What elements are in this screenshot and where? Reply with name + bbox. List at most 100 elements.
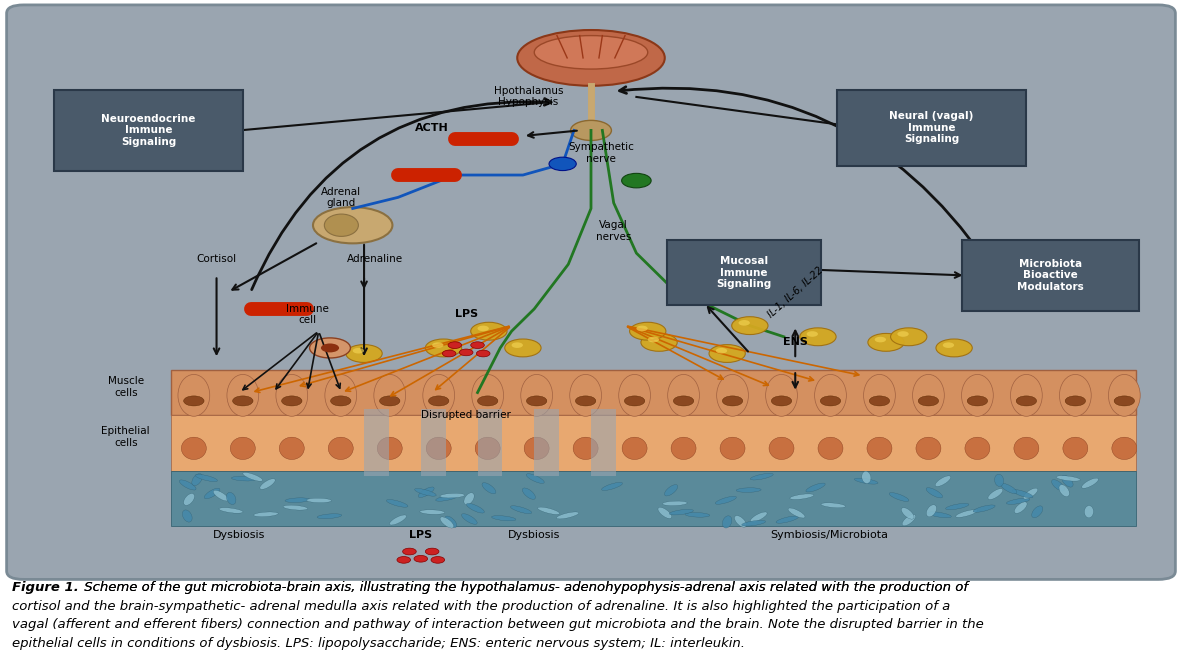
- Circle shape: [875, 337, 886, 343]
- Circle shape: [716, 348, 727, 353]
- Circle shape: [576, 396, 596, 406]
- Circle shape: [470, 342, 485, 349]
- Ellipse shape: [557, 512, 579, 519]
- Ellipse shape: [482, 483, 496, 494]
- Ellipse shape: [916, 437, 941, 459]
- Text: Scheme of the gut microbiota-brain axis, illustrating the hypothalamus- adenohyp: Scheme of the gut microbiota-brain axis,…: [80, 581, 968, 594]
- Ellipse shape: [1052, 479, 1065, 491]
- Circle shape: [897, 331, 909, 337]
- Ellipse shape: [570, 374, 602, 416]
- Ellipse shape: [526, 473, 544, 483]
- Ellipse shape: [1006, 498, 1030, 504]
- Ellipse shape: [195, 474, 217, 481]
- Circle shape: [433, 343, 443, 348]
- Circle shape: [478, 396, 498, 406]
- FancyBboxPatch shape: [667, 240, 821, 305]
- Ellipse shape: [1084, 505, 1093, 518]
- Ellipse shape: [669, 509, 694, 515]
- Ellipse shape: [751, 512, 767, 522]
- Circle shape: [512, 343, 522, 348]
- Ellipse shape: [377, 437, 402, 459]
- Ellipse shape: [1014, 502, 1027, 513]
- Text: Adrenal
gland: Adrenal gland: [322, 187, 362, 208]
- Circle shape: [1065, 396, 1085, 406]
- Circle shape: [868, 333, 904, 351]
- Circle shape: [943, 343, 954, 348]
- Circle shape: [624, 396, 645, 406]
- Circle shape: [310, 338, 350, 358]
- Ellipse shape: [622, 437, 647, 459]
- Ellipse shape: [279, 437, 304, 459]
- Ellipse shape: [182, 510, 193, 522]
- Ellipse shape: [1063, 437, 1087, 459]
- Text: IL-1, IL-6, IL-22: IL-1, IL-6, IL-22: [766, 265, 825, 319]
- Ellipse shape: [814, 374, 846, 416]
- Text: Dysbiosis: Dysbiosis: [213, 530, 266, 540]
- Ellipse shape: [716, 374, 748, 416]
- Circle shape: [641, 333, 677, 351]
- Ellipse shape: [285, 498, 310, 503]
- Circle shape: [478, 325, 489, 331]
- Ellipse shape: [928, 512, 952, 518]
- Circle shape: [1017, 396, 1037, 406]
- Ellipse shape: [722, 516, 732, 528]
- Ellipse shape: [329, 437, 353, 459]
- Text: Vagal
nerves: Vagal nerves: [596, 220, 631, 242]
- Circle shape: [426, 339, 462, 357]
- Text: Neuroendocrine
Immune
Signaling: Neuroendocrine Immune Signaling: [102, 114, 196, 147]
- Ellipse shape: [440, 493, 465, 498]
- Ellipse shape: [902, 508, 914, 519]
- Bar: [421, 409, 446, 476]
- Circle shape: [470, 322, 507, 340]
- Ellipse shape: [1109, 374, 1141, 416]
- Ellipse shape: [180, 480, 196, 490]
- Ellipse shape: [232, 476, 256, 481]
- Ellipse shape: [734, 515, 746, 527]
- Ellipse shape: [766, 374, 798, 416]
- Ellipse shape: [522, 488, 535, 499]
- Circle shape: [732, 317, 768, 335]
- Circle shape: [322, 343, 339, 353]
- Ellipse shape: [927, 505, 936, 517]
- Bar: [364, 409, 389, 476]
- Circle shape: [429, 396, 449, 406]
- Text: LPS: LPS: [455, 309, 478, 319]
- Text: Microbiota
Bioactive
Modulators: Microbiota Bioactive Modulators: [1018, 259, 1084, 292]
- Ellipse shape: [420, 510, 444, 515]
- Ellipse shape: [1011, 374, 1043, 416]
- Ellipse shape: [325, 374, 357, 416]
- Ellipse shape: [475, 437, 500, 459]
- Ellipse shape: [818, 437, 843, 459]
- Ellipse shape: [790, 494, 814, 499]
- Ellipse shape: [306, 498, 331, 503]
- Ellipse shape: [742, 521, 766, 526]
- Ellipse shape: [313, 207, 392, 243]
- Text: Immune
cell: Immune cell: [286, 303, 329, 325]
- Circle shape: [674, 396, 694, 406]
- Ellipse shape: [777, 516, 798, 523]
- Circle shape: [739, 320, 749, 325]
- Ellipse shape: [686, 513, 710, 517]
- Circle shape: [722, 396, 742, 406]
- Ellipse shape: [230, 437, 255, 459]
- Ellipse shape: [1001, 483, 1017, 493]
- Ellipse shape: [1059, 374, 1091, 416]
- Circle shape: [709, 345, 746, 363]
- Ellipse shape: [282, 505, 307, 510]
- Ellipse shape: [418, 487, 434, 497]
- Ellipse shape: [324, 214, 358, 236]
- Text: Neural (vagal)
Immune
Signaling: Neural (vagal) Immune Signaling: [889, 111, 974, 144]
- Ellipse shape: [204, 488, 220, 499]
- Circle shape: [548, 157, 577, 171]
- Text: Epithelial
cells: Epithelial cells: [102, 426, 150, 448]
- Bar: [171, 415, 1136, 471]
- Ellipse shape: [374, 374, 405, 416]
- Circle shape: [476, 350, 491, 357]
- Bar: [171, 371, 1136, 415]
- Ellipse shape: [965, 437, 989, 459]
- FancyBboxPatch shape: [7, 5, 1175, 580]
- FancyBboxPatch shape: [962, 240, 1139, 311]
- Text: Figure 1.: Figure 1.: [12, 581, 78, 594]
- Ellipse shape: [1059, 485, 1070, 497]
- Ellipse shape: [821, 503, 845, 508]
